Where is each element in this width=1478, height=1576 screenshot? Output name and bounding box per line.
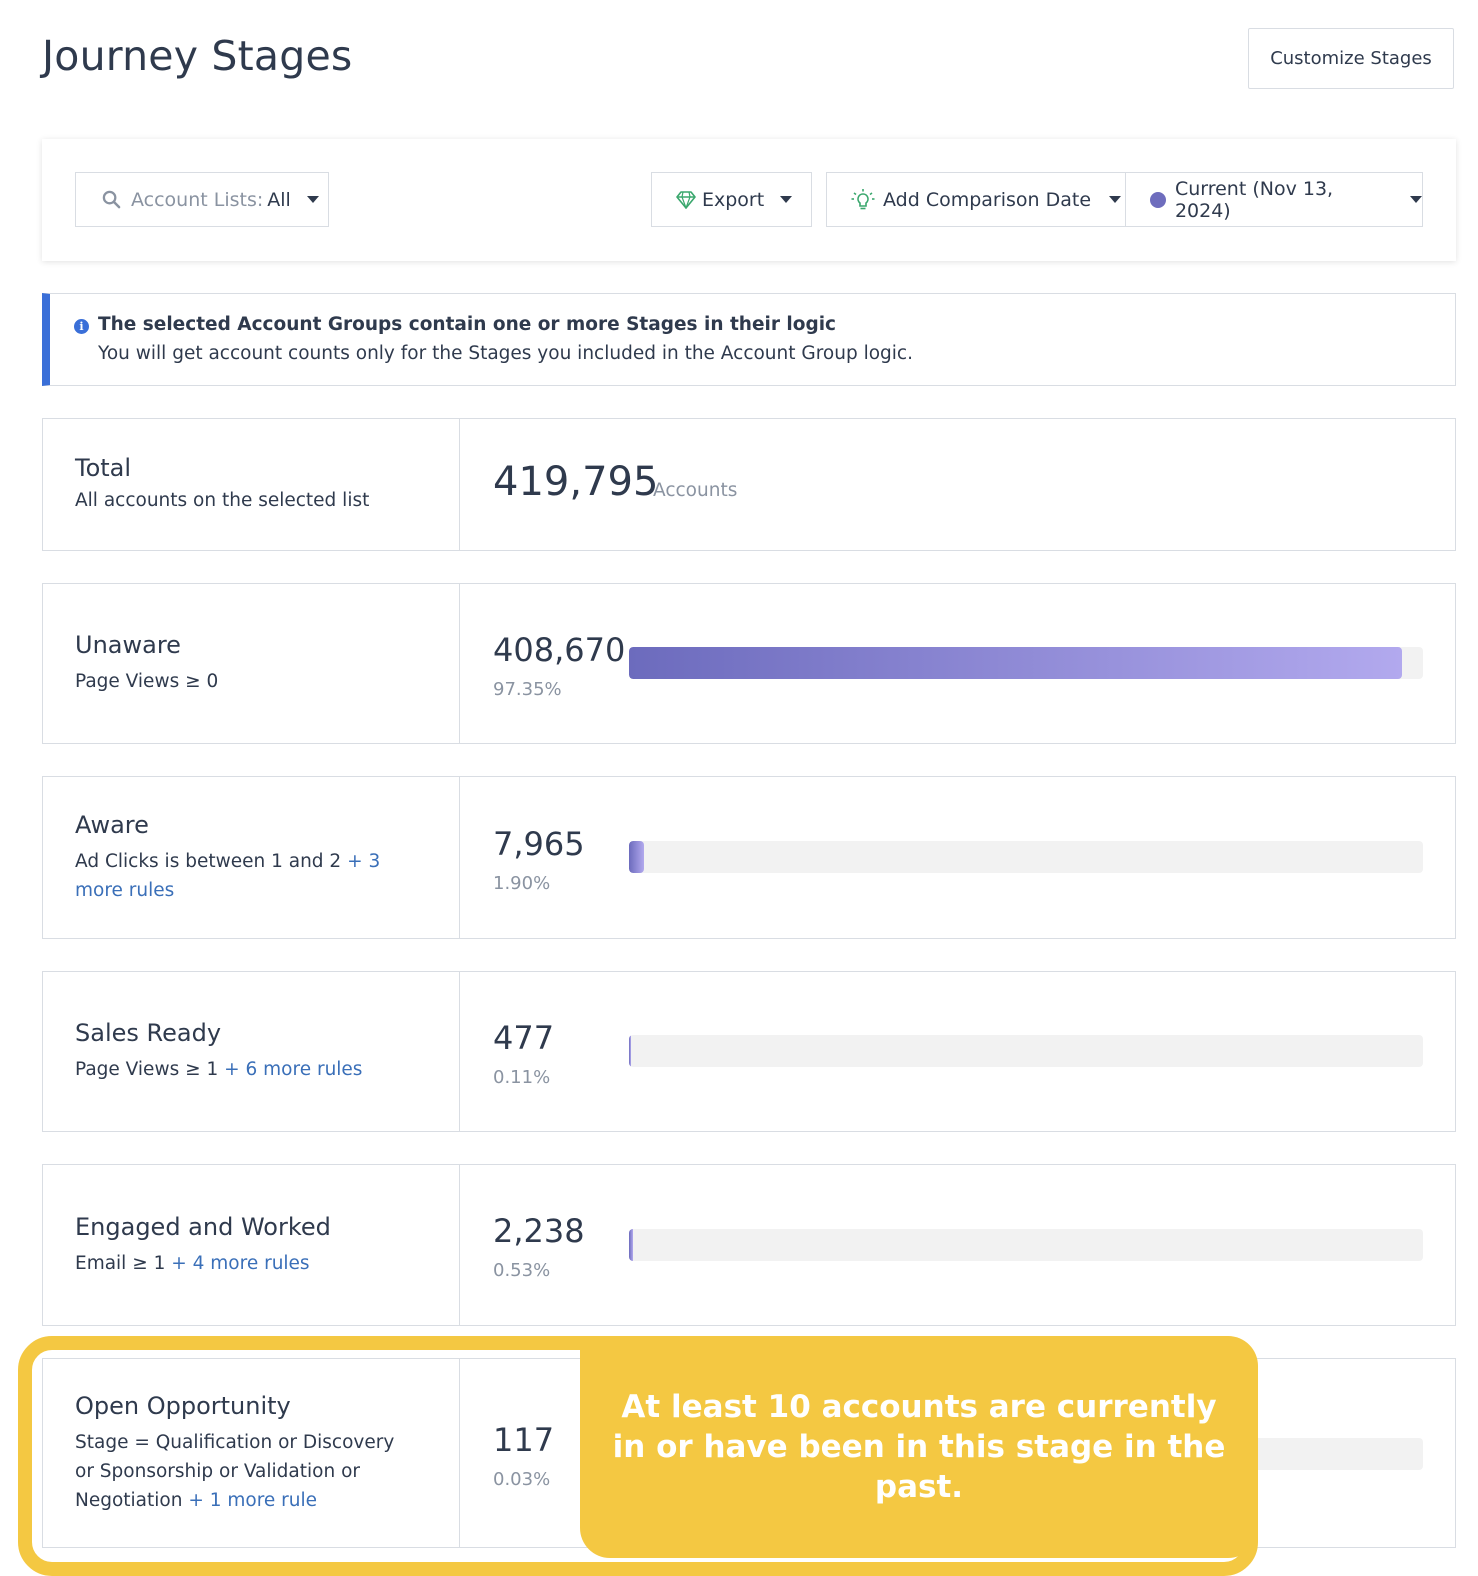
- stage-rule-text: Page Views ≥ 1: [75, 1059, 225, 1080]
- stage-info: Open Opportunity Stage = Qualification o…: [43, 1359, 460, 1547]
- stage-percent: 0.11%: [493, 1067, 551, 1088]
- total-info: Total All accounts on the selected list: [43, 419, 460, 550]
- stage-rule: Email ≥ 1 + 4 more rules: [75, 1249, 419, 1278]
- stage-count: 117: [493, 1421, 555, 1459]
- stage-card-engaged-and-worked[interactable]: Engaged and Worked Email ≥ 1 + 4 more ru…: [42, 1164, 1456, 1326]
- stage-progress-track: [629, 841, 1423, 873]
- tooltip-callout: At least 10 accounts are currently in or…: [580, 1336, 1258, 1558]
- stage-count: 408,670: [493, 631, 626, 669]
- stage-rule: Stage = Qualification or Discovery or Sp…: [75, 1428, 419, 1515]
- page-title: Journey Stages: [42, 32, 353, 80]
- more-rules-link[interactable]: + 3 more rules: [75, 850, 381, 901]
- stage-progress-fill: [629, 841, 645, 873]
- customize-stages-button[interactable]: Customize Stages: [1248, 28, 1454, 89]
- total-description: All accounts on the selected list: [75, 490, 370, 511]
- stage-rule-text: Ad Clicks is between 1 and 2: [75, 850, 348, 872]
- account-lists-dropdown[interactable]: Account Lists: All: [75, 172, 329, 227]
- more-rules-link[interactable]: + 1 more rule: [188, 1489, 318, 1511]
- stage-progress-fill: [629, 1229, 634, 1261]
- current-date-dot-icon: [1150, 191, 1166, 208]
- stage-info: Aware Ad Clicks is between 1 and 2 + 3 m…: [43, 777, 460, 938]
- stage-name: Aware: [75, 810, 149, 839]
- stage-progress-track: [629, 1229, 1423, 1261]
- total-count: 419,795: [493, 459, 659, 505]
- stage-card-unaware[interactable]: Unaware Page Views ≥ 0 408,670 97.35%: [42, 583, 1456, 744]
- stage-progress-track: [629, 1035, 1423, 1067]
- info-title: The selected Account Groups contain one …: [98, 314, 837, 335]
- stage-name: Unaware: [75, 631, 181, 659]
- stage-count: 2,238: [493, 1212, 585, 1250]
- stage-count: 7,965: [493, 825, 585, 863]
- stage-rule: Ad Clicks is between 1 and 2 + 3 more ru…: [75, 847, 419, 905]
- chevron-down-icon: [780, 196, 793, 203]
- stage-name: Sales Ready: [75, 1019, 222, 1047]
- add-comparison-date-dropdown[interactable]: Add Comparison Date: [826, 172, 1126, 227]
- stage-progress-fill: [629, 1035, 631, 1067]
- filter-bar: Account Lists: All Export Add Comparison…: [42, 139, 1456, 261]
- add-comparison-date-label: Add Comparison Date: [883, 188, 1092, 211]
- stage-percent: 0.53%: [493, 1260, 551, 1281]
- stage-card-sales-ready[interactable]: Sales Ready Page Views ≥ 1 + 6 more rule…: [42, 971, 1456, 1132]
- export-label: Export: [702, 188, 765, 211]
- stage-rule-text: Stage = Qualification or Discovery or Sp…: [75, 1431, 395, 1511]
- current-date-label: Current (Nov 13, 2024): [1174, 177, 1334, 222]
- stage-name: Engaged and Worked: [75, 1212, 331, 1241]
- info-banner: i The selected Account Groups contain on…: [42, 293, 1456, 386]
- stage-rule: Page Views ≥ 1 + 6 more rules: [75, 1055, 419, 1084]
- search-icon: [102, 190, 121, 209]
- stage-percent: 0.03%: [493, 1469, 551, 1490]
- stage-progress-track: [629, 647, 1423, 679]
- chevron-down-icon: [1410, 196, 1422, 203]
- chevron-down-icon: [1109, 196, 1122, 203]
- lightbulb-icon: [851, 188, 875, 209]
- account-lists-label: Account Lists:: [131, 188, 264, 211]
- info-icon: i: [74, 319, 89, 334]
- stage-count: 477: [493, 1019, 555, 1057]
- export-dropdown[interactable]: Export: [651, 172, 812, 227]
- current-date-dropdown[interactable]: Current (Nov 13, 2024): [1125, 172, 1423, 227]
- stage-name: Open Opportunity: [75, 1391, 291, 1420]
- stage-info: Engaged and Worked Email ≥ 1 + 4 more ru…: [43, 1165, 460, 1325]
- more-rules-link[interactable]: + 4 more rules: [171, 1252, 310, 1274]
- stage-rule: Page Views ≥ 0: [75, 667, 419, 696]
- total-title: Total: [75, 454, 132, 482]
- chevron-down-icon: [306, 196, 319, 203]
- stage-percent: 97.35%: [493, 679, 562, 700]
- stage-percent: 1.90%: [493, 873, 551, 894]
- total-card: Total All accounts on the selected list …: [42, 418, 1456, 551]
- stage-rule-text: Page Views ≥ 0: [75, 671, 219, 692]
- stage-info: Unaware Page Views ≥ 0: [43, 584, 460, 743]
- stage-progress-fill: [629, 647, 1402, 679]
- stage-rule-text: Email ≥ 1: [75, 1252, 172, 1274]
- info-text: You will get account counts only for the…: [98, 343, 913, 364]
- stage-card-aware[interactable]: Aware Ad Clicks is between 1 and 2 + 3 m…: [42, 776, 1456, 939]
- more-rules-link[interactable]: + 6 more rules: [224, 1059, 363, 1080]
- stage-info: Sales Ready Page Views ≥ 1 + 6 more rule…: [43, 972, 460, 1131]
- total-unit: Accounts: [653, 480, 738, 501]
- diamond-icon: [676, 190, 696, 209]
- account-lists-value: All: [267, 188, 291, 211]
